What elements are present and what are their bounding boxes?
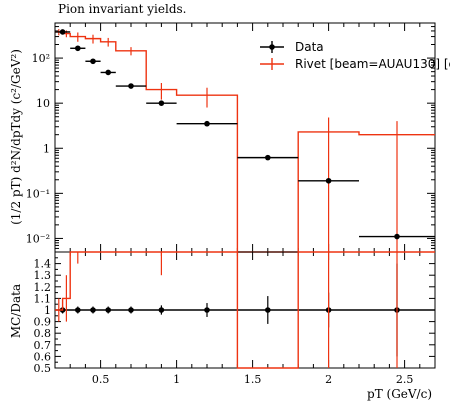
x-axis-title: pT (GeV/c) — [367, 387, 432, 401]
main-panel: 10⁻² 10⁻¹ 1 10 10² — [26, 22, 436, 253]
ratio-data-point — [158, 307, 165, 313]
ratio-data-point — [90, 307, 96, 313]
legend-mc-label: Rivet [beam=AUAU130] [c — [295, 57, 450, 71]
data-point — [59, 29, 66, 35]
data-point — [75, 45, 81, 52]
ratio-y-axis-title: MC/Data — [9, 284, 23, 338]
main-y-tick-label: 1 — [43, 142, 50, 155]
ratio-y-tick-label: 1.1 — [34, 292, 52, 305]
data-point — [105, 69, 111, 76]
ratio-y-tick-label: 1.3 — [34, 269, 52, 282]
legend-data-label: Data — [295, 40, 324, 54]
ratio-y-tick-label: 0.7 — [34, 339, 52, 352]
ratio-y-tick-label: 0.5 — [34, 362, 52, 375]
x-tick-label: 1.5 — [244, 373, 262, 386]
x-tick-label: 1 — [173, 373, 180, 386]
x-tick-label: 2.5 — [396, 373, 414, 386]
main-y-tick-label: 10² — [32, 52, 50, 65]
legend: Data Rivet [beam=AUAU130] [c — [260, 40, 450, 71]
data-point — [158, 100, 165, 106]
ratio-panel: 0.5 1 1.5 2 2.50.50.60.70.80.911.11.21.31.4 — [34, 251, 436, 386]
ratio-y-tick-label: 0.8 — [34, 327, 52, 340]
main-y-tick-label: 10⁻² — [26, 232, 50, 245]
data-point — [204, 120, 210, 127]
main-y-tick-label: 10 — [36, 97, 50, 110]
ratio-data-point — [265, 307, 271, 313]
data-point — [90, 58, 96, 65]
data-point — [128, 83, 134, 89]
main-y-tick-label: 10⁻¹ — [26, 187, 50, 200]
main-y-axis-title: (1/2 pT) d²N/dpTdy (c²/GeV²) — [9, 49, 23, 225]
ratio-y-tick-label: 0.9 — [34, 316, 52, 329]
x-tick-label: 2 — [325, 373, 332, 386]
ratio-y-tick-label: 1 — [44, 304, 51, 317]
ratio-data-point — [105, 307, 111, 313]
ratio-data-point — [204, 307, 210, 313]
legend-data-marker — [269, 44, 275, 50]
ratio-y-tick-label: 1.4 — [34, 258, 52, 271]
ratio-y-tick-label: 0.6 — [34, 350, 52, 363]
data-point — [394, 233, 400, 240]
ratio-data-point — [75, 307, 81, 313]
chart-title: Pion invariant yields. — [58, 2, 186, 16]
x-tick-label: 0.5 — [92, 373, 110, 386]
data-point — [265, 154, 271, 161]
data-point — [325, 177, 332, 184]
ratio-data-point — [128, 307, 134, 313]
ratio-y-tick-label: 1.2 — [34, 281, 52, 294]
